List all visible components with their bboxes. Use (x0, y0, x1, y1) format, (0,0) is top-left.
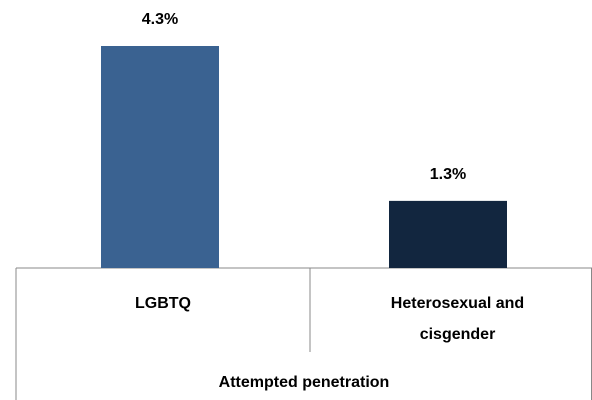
data-label: 1.3% (430, 166, 466, 183)
x-tick-label: LGBTQ (135, 295, 191, 312)
group-label: Attempted penetration (218, 374, 390, 391)
x-tick-label: Heterosexual and cisgender (390, 295, 525, 343)
data-label: 4.3% (142, 11, 178, 28)
bar (101, 46, 219, 268)
bar (389, 200, 507, 268)
